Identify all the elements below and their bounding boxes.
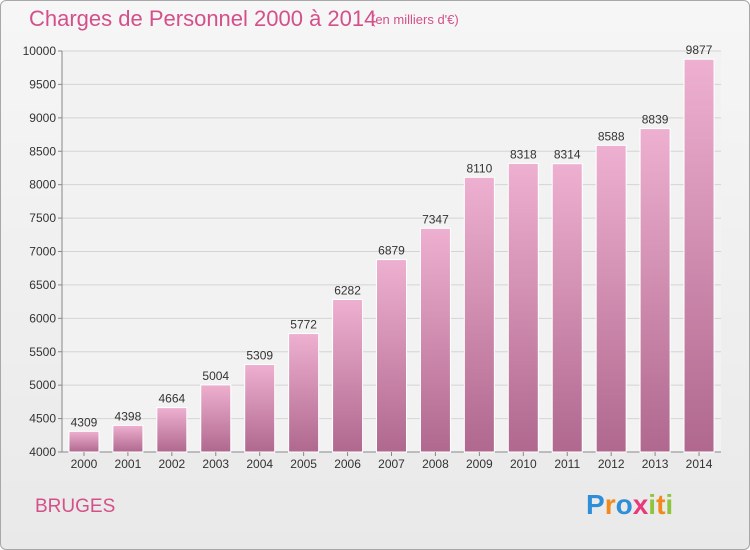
bar-value-label: 4398 (115, 409, 142, 423)
bar (683, 58, 715, 453)
y-tick-label: 9000 (29, 111, 56, 125)
bar-value-label: 5309 (246, 349, 273, 363)
x-tick-label: 2009 (466, 457, 493, 471)
x-tick-label: 2012 (598, 457, 625, 471)
bar (200, 384, 232, 453)
x-tick-label: 2003 (202, 457, 229, 471)
logo-letter: i (648, 489, 657, 520)
bar-value-label: 8318 (510, 147, 537, 161)
bar (244, 364, 276, 453)
logo-letter: i (665, 489, 674, 520)
bar-value-label: 7347 (422, 212, 449, 226)
bar (332, 298, 364, 453)
chart-title: Charges de Personnel 2000 à 2014 (29, 6, 377, 31)
bar (639, 128, 671, 453)
bar-value-label: 8110 (466, 161, 492, 175)
y-tick-label: 5000 (29, 378, 56, 392)
y-tick-label: 10000 (23, 44, 57, 58)
x-tick-label: 2013 (642, 457, 669, 471)
bar (551, 163, 583, 453)
proxiti-logo: Proxiti (586, 489, 673, 521)
bar (68, 430, 100, 453)
bar-value-label: 6879 (378, 244, 405, 258)
x-tick-label: 2004 (246, 457, 273, 471)
y-tick-label: 4000 (29, 445, 56, 459)
bar (156, 407, 188, 453)
bar-value-label: 8314 (554, 148, 581, 162)
bar-value-label: 8839 (642, 113, 669, 127)
chart-subtitle: (en milliers d'€) (371, 12, 459, 27)
x-tick-label: 2000 (71, 457, 98, 471)
logo-letter: o (615, 489, 633, 520)
y-tick-label: 8000 (29, 178, 56, 192)
bar (376, 259, 407, 453)
bar-value-label: 4664 (158, 392, 185, 406)
logo-letter: x (632, 489, 649, 520)
bar-value-label: 5772 (290, 318, 317, 332)
bar (288, 333, 320, 453)
logo-letter: r (604, 489, 616, 520)
town-name: BRUGES (35, 496, 116, 517)
bar-value-label: 4309 (71, 415, 98, 429)
x-tick-label: 2008 (422, 457, 449, 471)
logo-letter: t (656, 489, 666, 520)
bar (463, 176, 495, 453)
y-tick-label: 6500 (29, 278, 56, 292)
logo-letter: P (586, 489, 605, 520)
y-tick-label: 9500 (29, 77, 56, 91)
y-tick-label: 6000 (29, 311, 56, 325)
x-tick-label: 2014 (686, 457, 713, 471)
y-tick-label: 7000 (29, 245, 56, 259)
x-tick-label: 2005 (290, 457, 317, 471)
y-tick-label: 7500 (29, 211, 56, 225)
x-tick-label: 2006 (334, 457, 361, 471)
bar (595, 144, 627, 453)
x-tick-label: 2002 (158, 457, 185, 471)
bar (419, 227, 451, 453)
x-tick-label: 2010 (510, 457, 537, 471)
bar-value-label: 8588 (598, 129, 625, 143)
bar-value-label: 9877 (686, 43, 713, 57)
y-tick-label: 8500 (29, 144, 56, 158)
bar (112, 424, 144, 453)
x-tick-label: 2007 (378, 457, 405, 471)
x-tick-label: 2011 (554, 457, 580, 471)
bar-value-label: 5004 (202, 369, 229, 383)
y-tick-label: 4500 (29, 412, 56, 426)
bar (507, 162, 539, 453)
x-tick-label: 2001 (115, 457, 142, 471)
bar-value-label: 6282 (334, 283, 361, 297)
y-tick-label: 5500 (29, 345, 56, 359)
